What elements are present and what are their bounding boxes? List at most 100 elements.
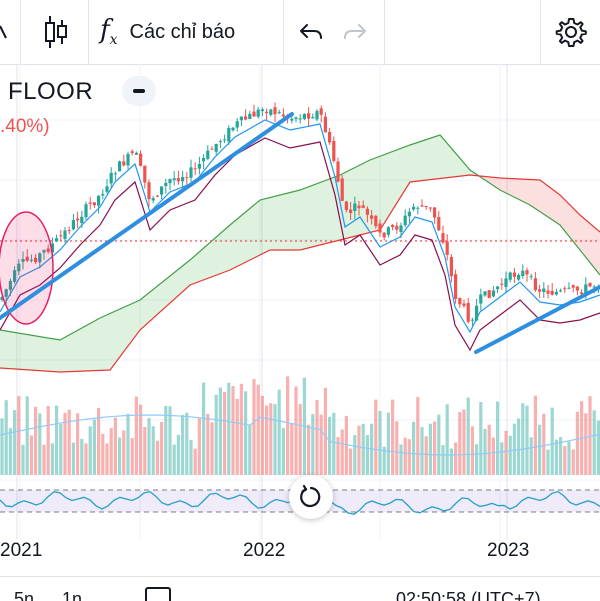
cloud-segment bbox=[195, 251, 200, 284]
volume-bar bbox=[403, 437, 407, 475]
candle-body bbox=[277, 112, 281, 114]
candle-body bbox=[189, 167, 193, 178]
indicators-label: Các chỉ báo bbox=[129, 20, 236, 43]
volume-bar bbox=[235, 398, 239, 475]
settings-button[interactable] bbox=[548, 0, 594, 64]
cloud-segment bbox=[95, 318, 100, 371]
candle-body bbox=[193, 168, 197, 170]
volume-bar bbox=[34, 406, 38, 475]
volume-bar bbox=[399, 444, 403, 475]
redo-icon bbox=[344, 24, 366, 39]
cloud-segment bbox=[565, 200, 570, 238]
candle-body bbox=[378, 223, 382, 233]
cloud-segment bbox=[30, 335, 35, 371]
candle-body bbox=[88, 202, 92, 204]
cloud-segment bbox=[550, 187, 555, 222]
calendar-icon[interactable] bbox=[145, 587, 171, 601]
cloud-segment bbox=[190, 255, 195, 285]
candle-body bbox=[424, 205, 428, 207]
volume-bar bbox=[584, 413, 588, 475]
cloud-segment bbox=[135, 300, 140, 337]
volume-bar bbox=[487, 424, 491, 475]
candle-body bbox=[504, 278, 508, 287]
volume-bar bbox=[63, 412, 67, 475]
volume-bar bbox=[197, 418, 201, 475]
candle-body bbox=[357, 205, 361, 209]
candle-body bbox=[113, 173, 117, 175]
candle-body bbox=[349, 209, 353, 213]
cloud-segment bbox=[430, 136, 435, 180]
cloud-segment bbox=[255, 200, 260, 258]
candle-body bbox=[332, 140, 336, 161]
cloud-segment bbox=[425, 138, 430, 181]
volume-bar bbox=[134, 396, 138, 475]
candle-body bbox=[172, 178, 176, 181]
cloud-segment bbox=[70, 331, 75, 372]
candle-body bbox=[38, 253, 42, 263]
candle-body bbox=[592, 286, 596, 288]
candle-body bbox=[559, 290, 563, 292]
cloud-segment bbox=[590, 223, 595, 269]
legend-change: .40%) bbox=[0, 116, 50, 137]
cloud-segment bbox=[235, 216, 240, 268]
volume-bar bbox=[307, 424, 311, 475]
collapse-legend-button[interactable] bbox=[122, 76, 156, 106]
undo-button[interactable] bbox=[292, 0, 330, 64]
candle-body bbox=[500, 283, 504, 285]
volume-bar bbox=[260, 395, 264, 475]
candle-body bbox=[403, 215, 407, 226]
volume-bar bbox=[97, 408, 101, 475]
cloud-segment bbox=[375, 156, 380, 232]
legend-symbol: FLOOR bbox=[8, 78, 94, 105]
chart-pane[interactable] bbox=[0, 64, 600, 540]
volume-bar bbox=[349, 448, 353, 475]
volume-bar bbox=[378, 410, 382, 475]
candle-body bbox=[302, 113, 306, 120]
chevron-down-icon bbox=[0, 25, 7, 39]
range-button-1n[interactable]: 1n bbox=[62, 589, 83, 601]
volume-bar bbox=[496, 401, 500, 475]
volume-bar bbox=[84, 443, 88, 475]
volume-bar bbox=[67, 409, 71, 475]
volume-bar bbox=[80, 438, 84, 475]
cloud-segment bbox=[350, 167, 355, 238]
indicators-button[interactable]: fx Các chỉ báo bbox=[100, 0, 276, 64]
chart-type-button[interactable] bbox=[28, 0, 84, 64]
candle-body bbox=[433, 207, 437, 218]
candle-body bbox=[269, 109, 273, 115]
cloud-segment bbox=[325, 178, 330, 244]
volume-bar bbox=[563, 446, 567, 475]
volume-bar bbox=[353, 435, 357, 475]
reset-icon bbox=[300, 484, 321, 508]
candle-body bbox=[466, 302, 470, 322]
ichimoku-cloud bbox=[0, 134, 600, 373]
volume-bar bbox=[575, 411, 579, 475]
cloud-segment bbox=[150, 288, 155, 321]
volume-bar bbox=[336, 437, 340, 475]
volume-bar bbox=[46, 406, 50, 475]
undo-icon bbox=[300, 24, 322, 39]
candle-body bbox=[298, 118, 302, 120]
volume-bar bbox=[466, 397, 470, 475]
cloud-segment bbox=[595, 227, 600, 275]
timeframe-button[interactable] bbox=[0, 0, 14, 64]
redo-button[interactable] bbox=[336, 0, 374, 64]
cloud-segment bbox=[310, 184, 315, 248]
cloud-segment bbox=[45, 337, 50, 372]
range-button-5n[interactable]: 5n bbox=[14, 589, 35, 601]
trendline-up bbox=[0, 112, 294, 320]
reset-chart-button[interactable] bbox=[289, 475, 333, 519]
volume-bar bbox=[122, 430, 126, 475]
candle-body bbox=[483, 291, 487, 296]
volume-bar bbox=[189, 439, 193, 475]
volume-bar bbox=[542, 413, 546, 475]
cloud-segment bbox=[490, 177, 495, 187]
senkou-span-a bbox=[0, 134, 600, 341]
volume-bar bbox=[25, 396, 29, 475]
volume-bar bbox=[491, 437, 495, 475]
candle-body bbox=[185, 177, 189, 179]
cloud-segment bbox=[575, 210, 580, 250]
candle-body bbox=[181, 176, 185, 182]
cloud-segment bbox=[20, 333, 25, 370]
drawings bbox=[0, 112, 600, 354]
